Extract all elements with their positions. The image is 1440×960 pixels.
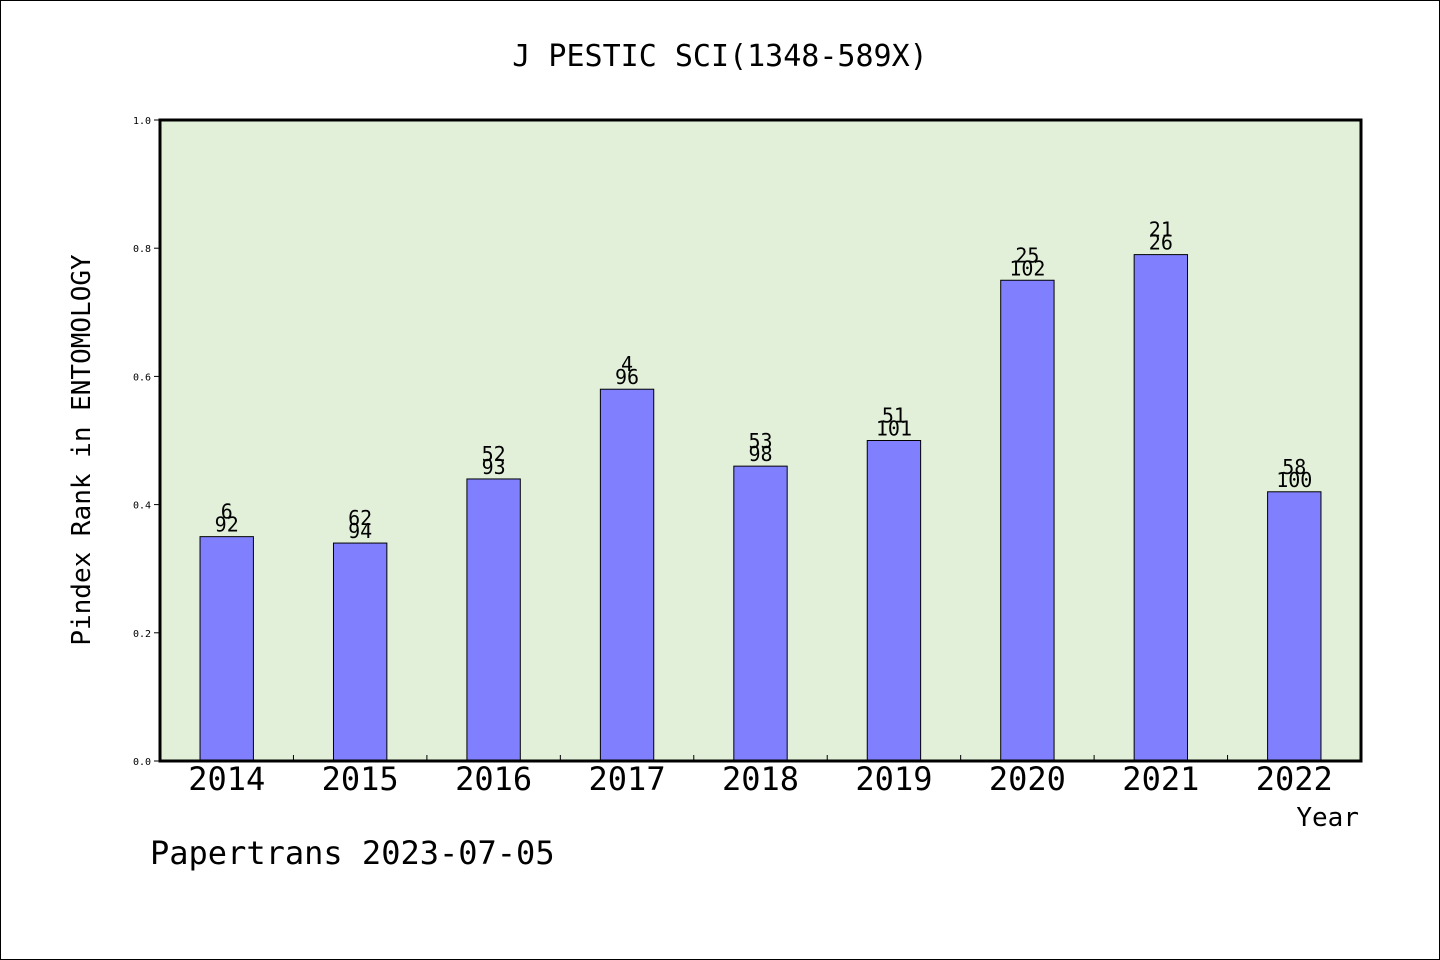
bar-2019 — [866, 440, 922, 762]
total-label: 100 — [1276, 468, 1312, 492]
x-tick-label: 2018 — [722, 760, 799, 798]
bar-2021 — [1133, 254, 1189, 762]
y-axis-label: Pindex Rank in ENTOMOLOGY — [67, 254, 97, 646]
bar-2014 — [199, 536, 254, 762]
bar-2020 — [1000, 279, 1055, 762]
bar-2018 — [733, 465, 788, 762]
total-label: 101 — [876, 417, 912, 441]
bar-2015 — [332, 542, 388, 762]
plot-frame — [158, 118, 1363, 763]
footer-credit: Papertrans 2023-07-05 — [150, 834, 555, 872]
x-tick-label: 2017 — [589, 760, 666, 798]
bar-2022 — [1267, 491, 1322, 762]
bar-2017 — [599, 388, 655, 762]
bar-2016 — [466, 478, 521, 762]
total-label: 94 — [348, 519, 372, 543]
y-tick-label: 0.4 — [133, 501, 151, 512]
x-tick-label: 2021 — [1122, 760, 1199, 798]
x-tick-label: 2015 — [322, 760, 399, 798]
total-label: 26 — [1149, 231, 1173, 255]
x-tick-label: 2022 — [1256, 760, 1333, 798]
total-label: 93 — [482, 455, 506, 479]
total-label: 92 — [215, 513, 239, 537]
y-tick-label: 0.6 — [133, 372, 151, 383]
bars — [199, 254, 1322, 762]
rank-label: 6 — [221, 500, 233, 524]
y-tick-label: 1.0 — [133, 116, 151, 127]
rank-label: 21 — [1149, 218, 1173, 242]
chart-title: J PESTIC SCI(1348-589X) — [512, 39, 927, 74]
rank-label: 51 — [882, 404, 906, 428]
x-tick-label: 2020 — [989, 760, 1066, 798]
y-tick-label: 0.2 — [133, 629, 151, 640]
x-tick-label: 2016 — [455, 760, 532, 798]
x-tick-label: 2014 — [188, 760, 265, 798]
rank-label: 62 — [348, 506, 372, 530]
rank-label: 52 — [482, 442, 506, 466]
x-axis: 2014 2015 2016 2017 2018 2019 2020 2021 2022 — [188, 755, 1333, 798]
total-label: 98 — [748, 442, 772, 466]
rank-label: 25 — [1015, 243, 1039, 267]
rank-label: 58 — [1282, 455, 1306, 479]
rank-label: 53 — [748, 429, 772, 453]
y-tick-label: 0.8 — [133, 244, 151, 255]
total-label: 102 — [1009, 256, 1045, 280]
rank-label: 4 — [621, 352, 633, 376]
total-label: 96 — [615, 365, 639, 389]
y-tick-label: 0.0 — [133, 757, 151, 768]
x-axis-label: Year — [1296, 803, 1359, 833]
x-tick-label: 2019 — [855, 760, 932, 798]
